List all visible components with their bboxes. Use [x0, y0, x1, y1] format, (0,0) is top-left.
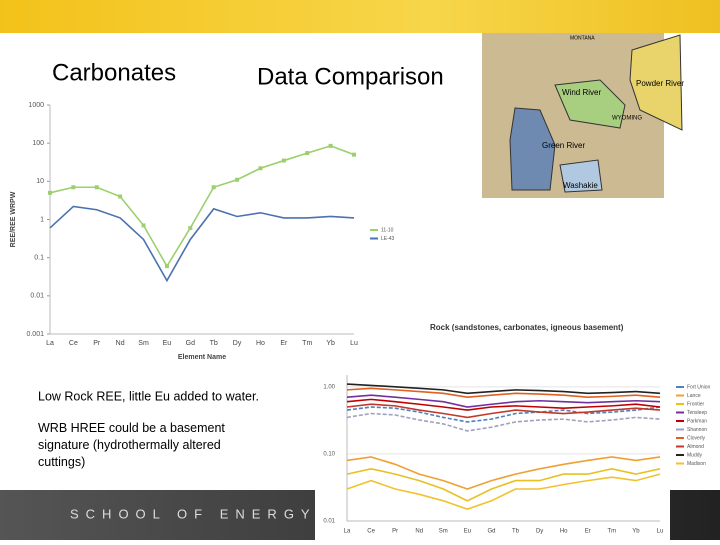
top-banner: [0, 0, 720, 33]
legend-label: Almond: [687, 444, 704, 450]
x-tick-label: Ho: [560, 529, 568, 535]
legend-label: Tensleep: [687, 410, 707, 416]
legend-label: 11-10: [381, 227, 394, 233]
x-tick-label: Dy: [233, 340, 242, 347]
series-line: [49, 145, 355, 268]
point: [352, 152, 356, 157]
point: [118, 194, 123, 199]
y-tick-label: 1: [40, 216, 44, 223]
x-tick-label: Er: [585, 529, 591, 535]
series-line: [346, 467, 661, 502]
series-line: [346, 394, 661, 408]
title-left: Carbonates: [52, 59, 176, 86]
basin: [509, 107, 556, 191]
x-tick-label: Yb: [326, 340, 335, 347]
x-tick-label: Gd: [186, 340, 195, 347]
series-line: [346, 398, 661, 411]
legend-label: LE-43: [381, 236, 395, 242]
point: [48, 190, 52, 195]
series-line: [346, 406, 661, 423]
y-tick-label: 0.01: [30, 293, 44, 300]
x-tick-label: Ce: [69, 340, 78, 347]
basin: [629, 34, 683, 131]
y-tick-label: 0.001: [26, 331, 44, 338]
x-tick-label: Nd: [415, 529, 423, 535]
x-tick-label: Eu: [163, 340, 172, 347]
series-line: [346, 387, 661, 399]
y-tick-label: 1.00: [323, 384, 335, 390]
y-tick-label: 10: [36, 178, 44, 185]
series-line: [346, 403, 661, 419]
point: [305, 151, 310, 156]
point: [258, 166, 263, 171]
basin: [554, 79, 626, 129]
x-tick-label: Lu: [657, 529, 664, 535]
x-tick-label: Ce: [367, 529, 375, 535]
y-tick-label: 100: [32, 140, 44, 147]
map: Powder River Wind River Green River Wash…: [482, 33, 684, 198]
note: WRB HREE could be a basement signature (…: [38, 421, 225, 469]
y-axis-title: REE/REE WRPW: [10, 191, 17, 247]
map-label: Washakie: [563, 181, 598, 190]
y-tick-label: 0.10: [323, 451, 335, 457]
x-tick-label: La: [344, 529, 351, 535]
series-line: [49, 205, 355, 283]
map-label: WYOMING: [612, 116, 642, 122]
x-tick-label: Sm: [138, 340, 149, 347]
x-tick-label: Gd: [487, 529, 495, 535]
legend-label: Shannon: [687, 427, 707, 433]
note-box: WRB HREE could be a basement signature (…: [38, 421, 225, 469]
x-tick-label: Ho: [256, 340, 265, 347]
x-tick-label: Tb: [512, 529, 520, 535]
x-tick-label: Tm: [608, 529, 617, 535]
point: [188, 225, 193, 230]
x-axis-title: Element Name: [178, 354, 226, 361]
series-line: [346, 473, 661, 511]
title-right: Data Comparison: [257, 63, 444, 90]
legend-label: Lance: [687, 393, 701, 399]
point: [281, 158, 286, 163]
point: [211, 185, 216, 190]
x-tick-label: Tm: [302, 340, 312, 347]
legend-label: Muddy: [687, 452, 703, 458]
point: [164, 264, 169, 269]
y-tick-label: 1000: [28, 102, 44, 109]
x-tick-label: Nd: [116, 340, 125, 347]
point: [235, 177, 240, 182]
legend-label: Fort Union: [687, 384, 711, 390]
y-tick-label: 0.1: [34, 255, 44, 262]
legend-label: Cloverly: [687, 435, 706, 441]
series-line: [346, 456, 661, 490]
point: [71, 185, 76, 190]
map-label: Green River: [542, 141, 585, 150]
chart-title: Rock (sandstones, carbonates, igneous ba…: [430, 323, 624, 332]
x-tick-label: Pr: [93, 340, 101, 347]
point: [94, 185, 99, 190]
legend-label: Madison: [687, 461, 706, 467]
series-line: [346, 383, 661, 395]
x-tick-label: Yb: [632, 529, 640, 535]
x-tick-label: Tb: [210, 340, 218, 347]
x-tick-label: Er: [280, 340, 288, 347]
basin: [559, 159, 603, 193]
series-line: [346, 412, 661, 432]
x-tick-label: La: [46, 340, 54, 347]
point: [141, 223, 146, 228]
map-label: MONTANA: [570, 35, 595, 41]
point: [328, 143, 333, 148]
x-tick-label: Eu: [464, 529, 471, 535]
note: Low Rock REE, little Eu added to water.: [38, 389, 259, 403]
legend-label: Frontier: [687, 401, 705, 407]
legend-label: Parkman: [687, 418, 707, 424]
y-tick-label: 0.01: [323, 519, 335, 525]
map-label: Powder River: [636, 79, 684, 88]
chart-panel: [315, 318, 670, 540]
x-tick-label: Pr: [392, 529, 398, 535]
x-tick-label: Sm: [439, 529, 448, 535]
x-tick-label: Lu: [350, 340, 358, 347]
x-tick-label: Dy: [536, 529, 543, 535]
map-label: Wind River: [562, 88, 601, 97]
